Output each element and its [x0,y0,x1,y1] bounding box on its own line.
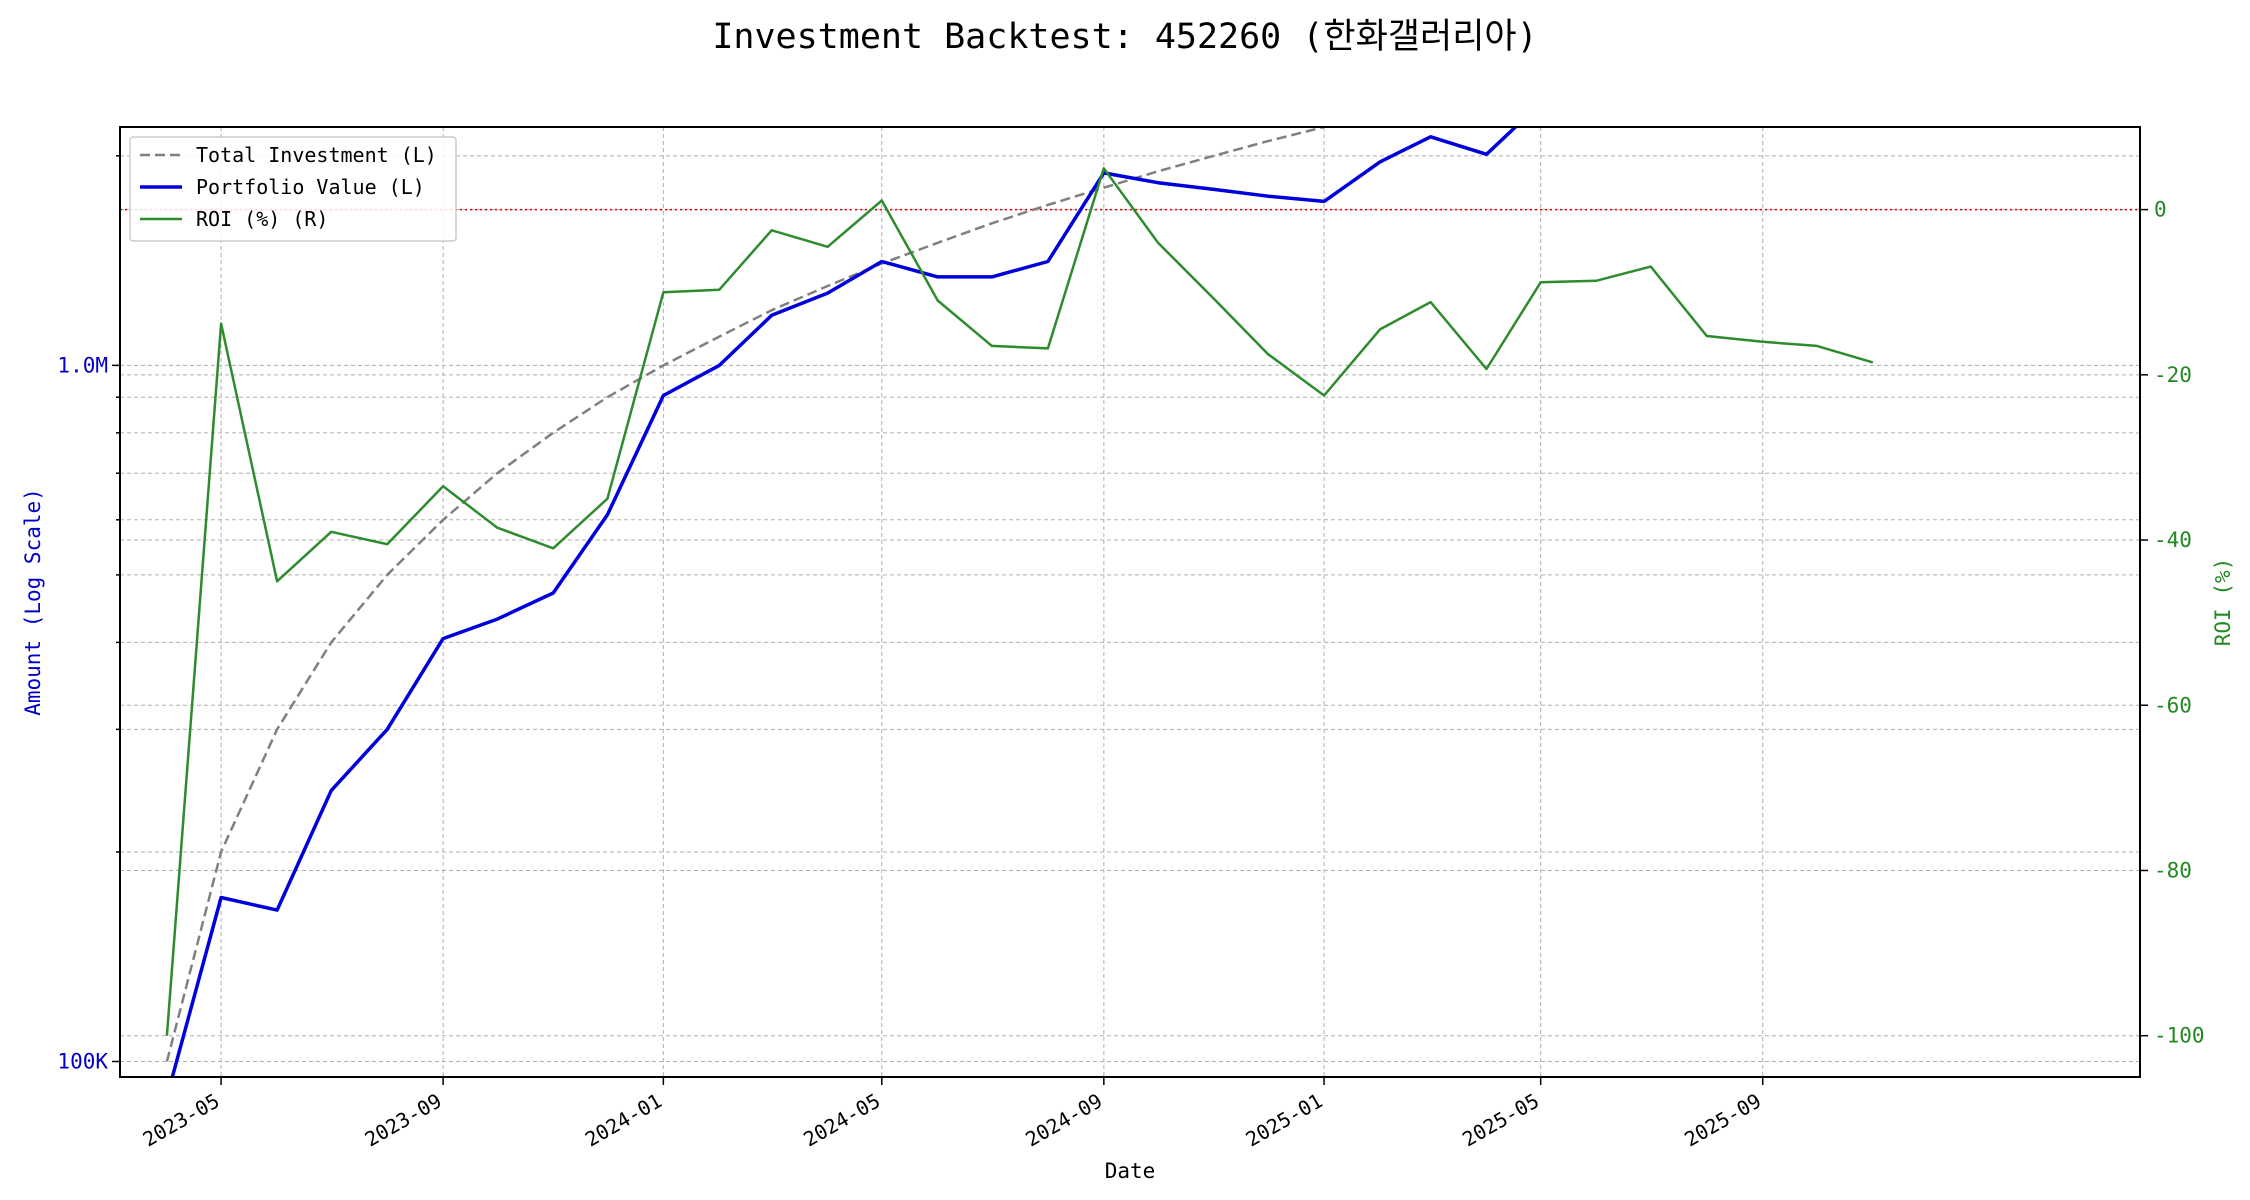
series-layer [165,127,1874,1077]
left-tick-label: 100K [57,1049,108,1073]
x-axis-label: Date [1105,1159,1156,1183]
left-tick-label: 1.0M [57,353,108,377]
right-tick-label: 0 [2154,198,2167,222]
x-tick-label: 2023-09 [361,1089,446,1152]
right-axis-ticks: 0 -20 -40 -60 -80 -100 [2140,198,2205,1048]
right-tick-label: -60 [2154,693,2192,717]
right-tick-label: -40 [2154,528,2192,552]
x-tick-label: 2024-09 [1021,1089,1106,1152]
legend-label: Total Investment (L) [196,143,437,167]
grid [120,127,2140,1077]
right-axis-label: ROI (%) [2211,558,2235,647]
left-axis-label: Amount (Log Scale) [21,488,45,716]
series-line-1 [170,127,1519,1077]
legend-box [129,136,457,242]
right-tick-label: -80 [2154,858,2192,882]
series-line-0 [165,127,1330,1062]
series-line-2 [165,167,1874,1036]
legend-label: ROI (%) (R) [196,207,328,231]
chart-title: Investment Backtest: 452260 (한화갤러리아) [712,17,1537,57]
legend: Total Investment (L) Portfolio Value (L) R… [129,136,457,242]
x-axis-ticks: 2023-05 2023-09 2024-01 2024-05 2024-09 2025-… [139,1077,1765,1152]
right-tick-label: -20 [2154,363,2192,387]
left-axis-ticks: 100K 1.0M [57,155,120,1073]
x-tick-label: 2025-05 [1458,1089,1543,1152]
x-tick-label: 2024-05 [799,1089,884,1152]
plot-frame [119,126,2141,1078]
x-tick-label: 2025-09 [1680,1089,1765,1152]
x-tick-label: 2025-01 [1242,1089,1327,1152]
right-tick-label: -100 [2154,1024,2205,1048]
legend-label: Portfolio Value (L) [196,175,425,199]
x-tick-label: 2024-01 [581,1089,666,1152]
x-tick-label: 2023-05 [139,1089,224,1152]
